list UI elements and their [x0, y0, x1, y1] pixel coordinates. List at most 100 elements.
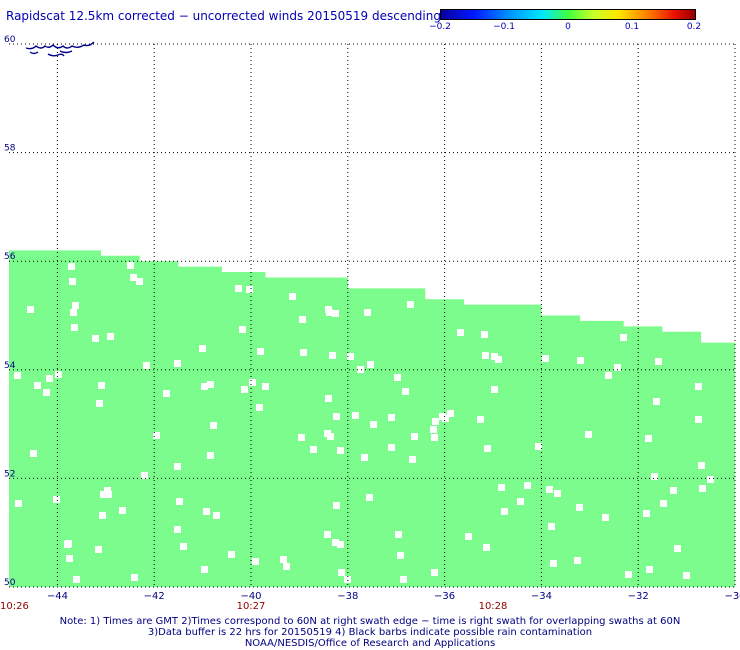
missing-cell: [141, 472, 148, 479]
missing-cell: [407, 301, 414, 308]
missing-cell: [174, 526, 181, 533]
missing-cell: [517, 498, 524, 505]
missing-cell: [153, 432, 160, 439]
missing-cell: [337, 541, 344, 548]
missing-cell: [491, 386, 498, 393]
missing-cell: [43, 389, 50, 396]
missing-cell: [199, 345, 206, 352]
missing-cell: [357, 366, 364, 373]
missing-cell: [107, 333, 114, 340]
missing-cell: [66, 555, 73, 562]
missing-cell: [394, 374, 401, 381]
missing-cell: [483, 544, 490, 551]
missing-cell: [361, 454, 368, 461]
y-tick-label: 60: [4, 35, 16, 45]
missing-cell: [698, 462, 705, 469]
missing-cell: [310, 446, 317, 453]
missing-cell: [127, 262, 134, 269]
missing-cell: [481, 331, 488, 338]
coastline: [25, 41, 95, 57]
y-tick-label: 50: [4, 578, 16, 588]
missing-cell: [176, 498, 183, 505]
color-scale-bar: [440, 9, 696, 20]
missing-cell: [55, 371, 62, 378]
missing-cell: [542, 355, 549, 362]
missing-cell: [554, 490, 561, 497]
missing-cell: [15, 500, 22, 507]
missing-cell: [228, 551, 235, 558]
missing-cell: [210, 422, 217, 429]
missing-cell: [646, 566, 653, 573]
missing-cell: [326, 309, 333, 316]
missing-cell: [447, 410, 454, 417]
missing-cell: [457, 329, 464, 336]
missing-cell: [241, 386, 248, 393]
missing-cell: [524, 482, 531, 489]
missing-cell: [298, 434, 305, 441]
chart-title: Rapidscat 12.5km corrected − uncorrected…: [6, 9, 441, 23]
missing-cell: [201, 383, 208, 390]
time-label: 10:26: [0, 601, 29, 612]
missing-cell: [366, 494, 373, 501]
missing-cell: [577, 357, 584, 364]
missing-cell: [34, 382, 41, 389]
missing-cell: [695, 383, 702, 390]
missing-cell: [670, 487, 677, 494]
missing-cell: [98, 382, 105, 389]
missing-cell: [674, 545, 681, 552]
note-line-2: 3)Data buffer is 22 hrs for 20150519 4) …: [147, 627, 593, 638]
missing-cell: [280, 556, 287, 563]
missing-cell: [625, 571, 632, 578]
missing-cell: [27, 306, 34, 313]
missing-cell: [333, 502, 340, 509]
y-tick-label: 56: [4, 252, 16, 262]
missing-cell: [174, 463, 181, 470]
missing-cell: [283, 563, 290, 570]
x-tick-label: −30: [724, 591, 740, 602]
missing-cell: [96, 400, 103, 407]
missing-cell: [180, 543, 187, 550]
missing-cell: [130, 274, 137, 281]
x-tick-label: −38: [337, 591, 358, 602]
missing-cell: [409, 456, 416, 463]
missing-cell: [46, 375, 53, 382]
missing-cell: [614, 364, 621, 371]
missing-cell: [431, 569, 438, 576]
missing-cell: [337, 447, 344, 454]
missing-cell: [68, 263, 75, 270]
missing-cell: [395, 531, 402, 538]
missing-cell: [299, 316, 306, 323]
missing-cell: [257, 348, 264, 355]
x-tick-label: −44: [47, 591, 68, 602]
missing-cell: [71, 324, 78, 331]
missing-cell: [300, 349, 307, 356]
missing-cell: [501, 508, 508, 515]
missing-cell: [651, 473, 658, 480]
missing-cell: [683, 572, 690, 579]
missing-cell: [329, 352, 336, 359]
missing-cell: [550, 560, 557, 567]
colorbar-tick: −0.2: [429, 22, 451, 32]
missing-cell: [574, 557, 581, 564]
missing-cell: [73, 576, 80, 583]
missing-cell: [643, 510, 650, 517]
missing-cell: [289, 293, 296, 300]
missing-cell: [367, 361, 374, 368]
missing-cell: [411, 433, 418, 440]
missing-cell: [131, 574, 138, 581]
missing-cell: [338, 569, 345, 576]
missing-cell: [576, 504, 583, 511]
missing-cell: [72, 302, 79, 309]
colorbar-tick: 0.2: [686, 22, 702, 32]
missing-cell: [620, 334, 627, 341]
missing-cell: [484, 445, 491, 452]
missing-cell: [352, 412, 359, 419]
time-label: 10:27: [237, 601, 266, 612]
missing-cell: [174, 360, 181, 367]
x-tick-label: −34: [531, 591, 552, 602]
missing-cell: [498, 484, 505, 491]
missing-cell: [104, 487, 111, 494]
missing-cell: [344, 576, 351, 583]
missing-cell: [495, 356, 502, 363]
missing-cell: [397, 552, 404, 559]
